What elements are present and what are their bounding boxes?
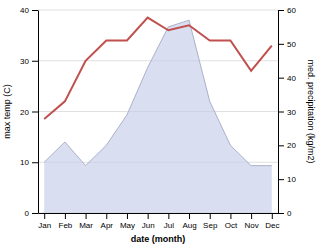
x-tick-mark	[189, 213, 190, 219]
y-axis: 0 10 20 30 40	[20, 6, 38, 218]
y2-tick-label: 50	[287, 40, 296, 49]
y-tick: 20	[20, 108, 38, 117]
y-tick-mark	[32, 213, 38, 214]
x-tick-label: Nov	[244, 221, 258, 230]
y2-tick-mark	[278, 44, 284, 45]
y-tick-label: 30	[20, 57, 29, 66]
y-tick: 40	[20, 6, 38, 15]
x-tick-label: Apr	[101, 221, 114, 230]
x-tick-mark	[251, 213, 252, 219]
x-tick-label: Aug	[182, 221, 196, 230]
x-tick: Dec	[265, 213, 279, 230]
x-tick: Nov	[244, 213, 258, 230]
y-tick-mark	[32, 112, 38, 113]
x-tick: Sep	[203, 213, 218, 230]
y2-tick: 30	[278, 108, 296, 117]
y-tick: 30	[20, 57, 38, 66]
x-axis-title: date (month)	[131, 234, 186, 244]
x-tick: Jan	[38, 213, 51, 230]
x-tick-mark	[86, 213, 87, 219]
x-tick-label: Dec	[265, 221, 279, 230]
grid-line	[38, 10, 278, 11]
temperature-line	[44, 18, 272, 120]
y-tick-mark	[32, 10, 38, 11]
y-tick: 10	[20, 158, 38, 167]
axis-line	[39, 213, 279, 214]
x-tick-mark	[148, 213, 149, 219]
x-tick-label: Oct	[225, 221, 238, 230]
y2-tick-mark	[278, 10, 284, 11]
y-tick-label: 10	[20, 158, 29, 167]
y2-tick-mark	[278, 179, 284, 180]
y2-tick: 0	[278, 209, 292, 218]
x-tick: Jun	[142, 213, 155, 230]
y2-tick: 50	[278, 40, 296, 49]
y2-tick-mark	[278, 112, 284, 113]
x-tick-mark	[106, 213, 107, 219]
x-tick: Feb	[58, 213, 72, 230]
x-tick-mark	[210, 213, 211, 219]
y2-tick-label: 30	[287, 108, 296, 117]
x-tick-label: May	[120, 221, 135, 230]
y2-tick-label: 60	[287, 6, 296, 15]
x-tick-label: Jan	[38, 221, 51, 230]
precipitation-area	[44, 20, 272, 213]
x-tick-mark	[127, 213, 128, 219]
x-tick: May	[120, 213, 135, 230]
x-tick: Mar	[79, 213, 93, 230]
y-tick-label: 20	[20, 108, 29, 117]
y2-tick: 20	[278, 141, 296, 150]
y-tick: 0	[25, 209, 38, 218]
x-tick-mark	[272, 213, 273, 219]
y-tick-label: 40	[20, 6, 29, 15]
x-tick-label: Feb	[58, 221, 72, 230]
y2-tick: 60	[278, 6, 296, 15]
x-tick-mark	[230, 213, 231, 219]
x-tick-mark	[168, 213, 169, 219]
x-tick: Apr	[101, 213, 114, 230]
x-tick-mark	[44, 213, 45, 219]
x-tick: Jul	[164, 213, 174, 230]
plot-area	[44, 18, 272, 213]
y2-tick-label: 0	[287, 209, 292, 218]
y-tick-label: 0	[25, 209, 30, 218]
y2-tick-mark	[278, 78, 284, 79]
axis-line	[38, 11, 39, 214]
y2-tick-label: 20	[287, 141, 296, 150]
y2-tick: 10	[278, 175, 296, 184]
x-tick-mark	[65, 213, 66, 219]
x-tick-label: Jun	[142, 221, 155, 230]
precipitation-outline	[44, 20, 272, 165]
y2-tick: 40	[278, 74, 296, 83]
y2-axis: 0 10 20 30 40 50 60	[278, 6, 296, 218]
y-tick-mark	[32, 61, 38, 62]
y2-tick-label: 10	[287, 175, 296, 184]
grid	[38, 10, 278, 213]
y-axis-title: max temp (C)	[2, 84, 12, 139]
y-tick-mark	[32, 162, 38, 163]
y2-tick-mark	[278, 145, 284, 146]
x-tick-label: Mar	[79, 221, 93, 230]
x-tick: Oct	[225, 213, 238, 230]
x-tick: Aug	[182, 213, 196, 230]
y2-axis-title: med. precipitation (kg/m2)	[306, 59, 316, 163]
x-axis: Jan Feb Mar Apr May Jun Jul Aug Sep Oct Nov Dec	[38, 213, 279, 230]
chart: Jan Feb Mar Apr May Jun Jul Aug Sep Oct Nov Dec 0 10 2…	[0, 0, 318, 247]
x-tick-label: Sep	[203, 221, 218, 230]
x-tick-label: Jul	[164, 221, 174, 230]
y2-tick-label: 40	[287, 74, 296, 83]
y2-tick-mark	[278, 213, 284, 214]
